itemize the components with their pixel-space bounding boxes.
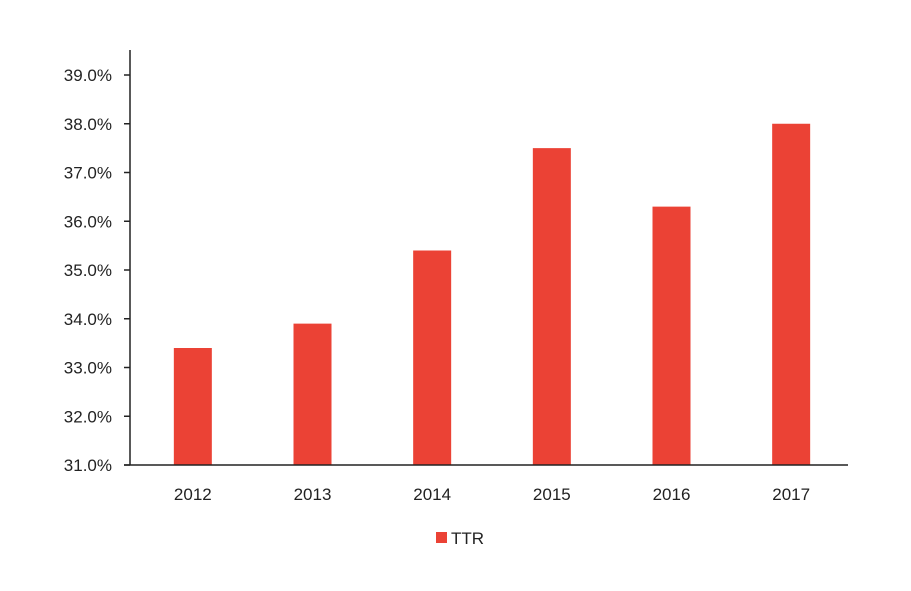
y-axis-ticks: 31.0% 32.0% 33.0% 34.0% 35.0% 36.0% 37.0% 38.0%… xyxy=(64,66,130,475)
x-tick-label: 2017 xyxy=(772,485,810,504)
bar-2016 xyxy=(652,206,691,465)
y-tick-label: 36.0% xyxy=(64,212,112,231)
x-tick-label: 2016 xyxy=(653,485,691,504)
legend-label-ttr: TTR xyxy=(451,529,484,548)
x-axis-labels: 2012 2013 2014 2015 2016 2017 xyxy=(174,485,810,504)
x-tick-label: 2012 xyxy=(174,485,212,504)
x-tick-label: 2014 xyxy=(413,485,451,504)
y-tick-label: 37.0% xyxy=(64,164,112,183)
y-tick-label: 38.0% xyxy=(64,115,112,134)
y-tick-label: 35.0% xyxy=(64,261,112,280)
y-tick-label: 32.0% xyxy=(64,407,112,426)
bar-2013 xyxy=(293,323,332,465)
y-tick-label: 31.0% xyxy=(64,456,112,475)
x-tick-label: 2013 xyxy=(294,485,332,504)
y-tick-label: 34.0% xyxy=(64,310,112,329)
legend: TTR xyxy=(436,529,484,548)
bar-2012 xyxy=(173,348,212,465)
y-tick-label: 39.0% xyxy=(64,66,112,85)
bar-2014 xyxy=(413,250,452,465)
bar-2017 xyxy=(772,123,811,465)
x-tick-label: 2015 xyxy=(533,485,571,504)
y-tick-label: 33.0% xyxy=(64,359,112,378)
bars-group xyxy=(173,123,811,465)
bar-2015 xyxy=(532,148,571,465)
legend-swatch-ttr xyxy=(436,532,447,543)
